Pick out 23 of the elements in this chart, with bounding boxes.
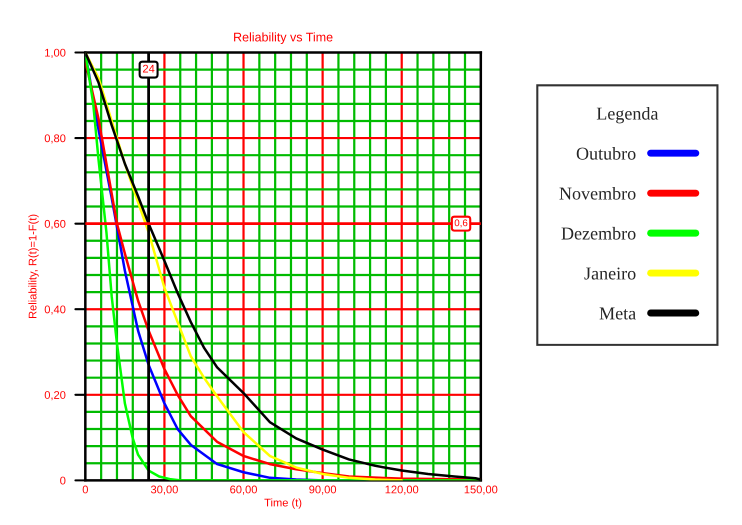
x-axis-title: Time (t) (264, 498, 302, 509)
x-tick-label: 90,00 (309, 486, 336, 495)
y-axis-title: Reliability, R(t)=1-F(t) (28, 214, 39, 318)
ref-line-label: 0,6 (454, 219, 468, 228)
y-tick-label: 0,40 (44, 305, 66, 315)
legend-title: Legenda (596, 106, 658, 124)
x-tick-label: 60,00 (230, 486, 257, 495)
x-tick-label: 30,00 (150, 486, 178, 495)
y-tick-label: 0,20 (44, 391, 66, 400)
x-tick-label: 150,00 (464, 486, 498, 495)
ref-line-label: 24 (142, 64, 154, 72)
legend-label: Novembro (559, 186, 636, 200)
y-tick-label: 0 (60, 476, 66, 485)
chart-title: Reliability vs Time (234, 32, 333, 44)
legend-label: Janeiro (584, 267, 636, 280)
y-tick-label: 1,00 (45, 48, 66, 58)
y-tick-label: 0,80 (44, 134, 66, 144)
x-tick-label: 0 (82, 486, 88, 494)
legend-label: Meta (600, 308, 636, 320)
legend-label: Dezembro (562, 226, 636, 240)
legend-label: Outubro (576, 146, 636, 160)
y-tick-label: 0,60 (44, 220, 66, 230)
x-tick-label: 120,00 (386, 486, 418, 495)
